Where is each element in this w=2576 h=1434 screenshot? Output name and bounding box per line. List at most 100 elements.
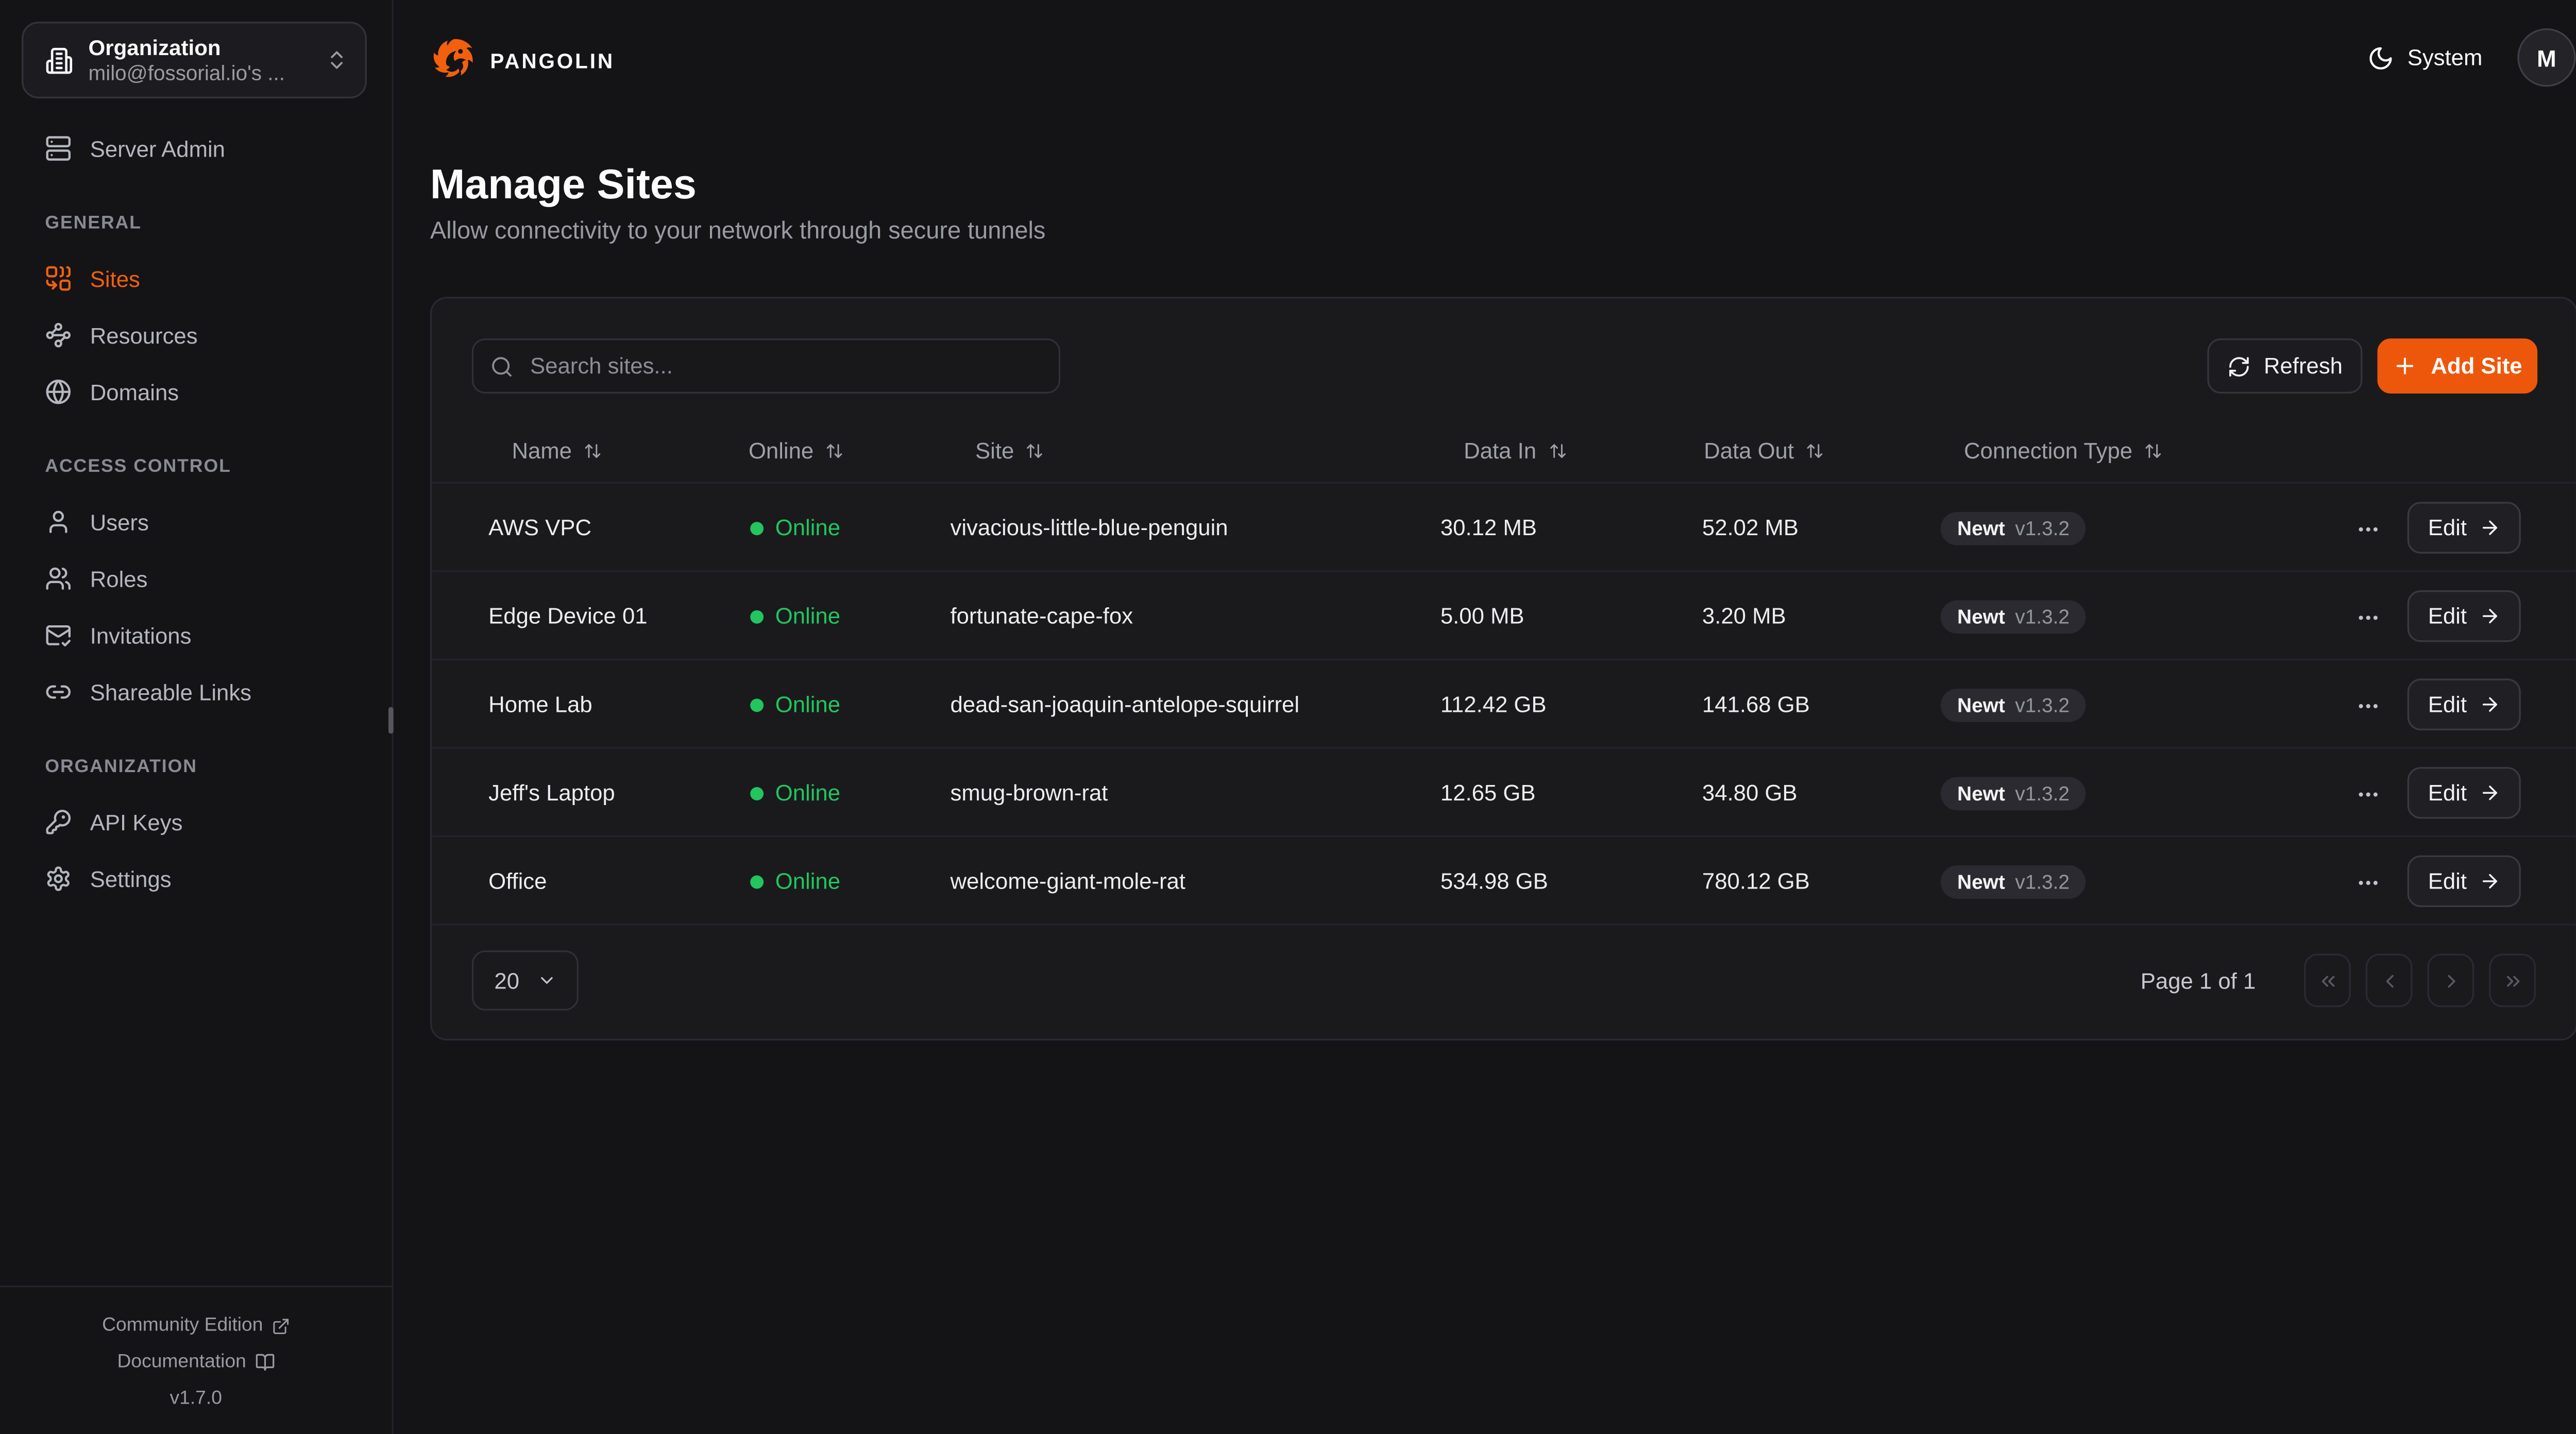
sidebar-item-domains[interactable]: Domains bbox=[0, 364, 392, 420]
sidebar-footer: Community Edition Documentation v1.7.0 bbox=[0, 1285, 392, 1434]
connection-version-label: v1.3.2 bbox=[2015, 693, 2070, 716]
data-in-cell: 12.65 GB bbox=[1440, 780, 1536, 806]
user-icon bbox=[45, 508, 72, 535]
edit-site-button[interactable]: Edit bbox=[2407, 590, 2521, 642]
online-status-cell: Online bbox=[750, 749, 840, 838]
data-out-cell: 780.12 GB bbox=[1702, 868, 1810, 894]
column-header-connection[interactable]: Connection Type bbox=[1964, 419, 2162, 484]
row-menu-button[interactable] bbox=[2346, 507, 2389, 550]
sort-icon bbox=[1548, 442, 1567, 460]
row-menu-button[interactable] bbox=[2346, 684, 2389, 727]
refresh-label: Refresh bbox=[2263, 353, 2343, 379]
data-out-cell: 34.80 GB bbox=[1702, 780, 1798, 806]
status-dot-icon bbox=[750, 697, 764, 711]
sidebar-item-users[interactable]: Users bbox=[0, 493, 392, 550]
connection-type-cell: Newt v1.3.2 bbox=[1940, 484, 2087, 572]
row-menu-button[interactable] bbox=[2346, 772, 2389, 815]
search-input[interactable] bbox=[527, 352, 1042, 381]
globe-icon bbox=[45, 379, 72, 405]
link-icon bbox=[45, 679, 72, 706]
table-row: Office Online welcome-giant-mole-rat 534.98… bbox=[432, 837, 2576, 926]
theme-label: System bbox=[2407, 45, 2483, 70]
page-size-select[interactable]: 20 bbox=[471, 950, 579, 1011]
connection-type-cell: Newt v1.3.2 bbox=[1940, 660, 2087, 749]
last-page-button[interactable] bbox=[2489, 953, 2536, 1008]
column-label: Name bbox=[512, 438, 572, 464]
site-id-cell: welcome-giant-mole-rat bbox=[950, 868, 1185, 894]
connection-badge: Newt v1.3.2 bbox=[1940, 864, 2087, 898]
combine-icon bbox=[45, 265, 72, 292]
edit-site-button[interactable]: Edit bbox=[2407, 767, 2521, 819]
sidebar-item-api-keys[interactable]: API Keys bbox=[0, 794, 392, 850]
sidebar-nav: Server Admin GENERAL Sites Resources Domains… bbox=[0, 120, 392, 907]
sort-icon bbox=[584, 442, 602, 460]
sort-icon bbox=[2144, 442, 2163, 460]
column-label: Data Out bbox=[1704, 438, 1794, 464]
connection-badge: Newt v1.3.2 bbox=[1940, 776, 2087, 810]
site-name-cell: Office bbox=[488, 868, 547, 894]
arrow-right-icon bbox=[2479, 782, 2500, 804]
avatar[interactable]: M bbox=[2517, 28, 2576, 87]
sidebar-item-sites[interactable]: Sites bbox=[0, 250, 392, 307]
org-selector[interactable]: Organization milo@fossorial.io's ... bbox=[22, 22, 367, 98]
next-page-button[interactable] bbox=[2427, 953, 2475, 1008]
sidebar-item-server-admin[interactable]: Server Admin bbox=[0, 120, 392, 177]
ellipsis-icon bbox=[2355, 693, 2380, 718]
status-dot-icon bbox=[750, 609, 764, 623]
documentation-link[interactable]: Documentation bbox=[0, 1344, 392, 1380]
sidebar-item-resources[interactable]: Resources bbox=[0, 307, 392, 364]
sidebar-item-settings[interactable]: Settings bbox=[0, 850, 392, 907]
community-edition-link[interactable]: Community Edition bbox=[0, 1307, 392, 1344]
waypoints-icon bbox=[45, 322, 72, 349]
column-header-data_in[interactable]: Data In bbox=[1464, 419, 1566, 484]
pagination-buttons bbox=[2304, 953, 2536, 1008]
edit-label: Edit bbox=[2428, 515, 2467, 540]
edit-site-button[interactable]: Edit bbox=[2407, 502, 2521, 554]
edit-site-button[interactable]: Edit bbox=[2407, 678, 2521, 730]
first-page-button[interactable] bbox=[2304, 953, 2351, 1008]
book-open-icon bbox=[255, 1352, 275, 1372]
nav-section-label: ACCESS CONTROL bbox=[45, 456, 231, 477]
refresh-button[interactable]: Refresh bbox=[2207, 338, 2363, 394]
connection-version-label: v1.3.2 bbox=[2015, 781, 2070, 805]
sidebar-item-invitations[interactable]: Invitations bbox=[0, 607, 392, 663]
org-selector-value: milo@fossorial.io's ... bbox=[88, 61, 285, 84]
theme-toggle[interactable]: System bbox=[2367, 44, 2482, 71]
arrow-right-icon bbox=[2479, 694, 2500, 715]
edit-label: Edit bbox=[2428, 692, 2467, 718]
nav-item-label: Server Admin bbox=[90, 135, 226, 161]
documentation-label: Documentation bbox=[117, 1352, 246, 1373]
add-site-button[interactable]: Add Site bbox=[2377, 338, 2538, 394]
moon-icon bbox=[2367, 44, 2394, 71]
sidebar-resize-handle[interactable] bbox=[388, 707, 394, 734]
sidebar-item-roles[interactable]: Roles bbox=[0, 550, 392, 607]
arrow-right-icon bbox=[2479, 517, 2500, 539]
status-label: Online bbox=[775, 780, 841, 806]
data-out-cell: 52.02 MB bbox=[1702, 515, 1799, 540]
server-icon bbox=[45, 135, 72, 162]
column-header-online[interactable]: Online bbox=[749, 419, 844, 484]
edit-label: Edit bbox=[2428, 868, 2467, 894]
topbar-right: System M bbox=[2367, 28, 2576, 87]
status-label: Online bbox=[775, 868, 841, 894]
connection-type-label: Newt bbox=[1957, 604, 2005, 628]
column-header-site[interactable]: Site bbox=[975, 419, 1044, 484]
community-edition-label: Community Edition bbox=[102, 1316, 263, 1336]
nav-item-label: Users bbox=[90, 509, 149, 535]
edit-site-button[interactable]: Edit bbox=[2407, 855, 2521, 908]
table-header: Name Online Site Data In Data Out Connection … bbox=[432, 419, 2576, 484]
status-label: Online bbox=[775, 515, 841, 540]
page-title: Manage Sites bbox=[430, 162, 697, 209]
column-label: Data In bbox=[1464, 438, 1537, 464]
row-menu-button[interactable] bbox=[2346, 595, 2389, 639]
column-header-data_out[interactable]: Data Out bbox=[1704, 419, 1824, 484]
row-menu-button[interactable] bbox=[2346, 860, 2389, 903]
search-box bbox=[471, 338, 1061, 394]
org-selector-text: Organization milo@fossorial.io's ... bbox=[89, 34, 326, 86]
column-header-name[interactable]: Name bbox=[512, 419, 602, 484]
nav-item-label: Invitations bbox=[90, 623, 192, 648]
prev-page-button[interactable] bbox=[2365, 953, 2413, 1008]
sort-icon bbox=[1026, 442, 1044, 460]
sidebar-item-shareable-links[interactable]: Shareable Links bbox=[0, 663, 392, 720]
nav-section-label: ORGANIZATION bbox=[45, 757, 197, 777]
